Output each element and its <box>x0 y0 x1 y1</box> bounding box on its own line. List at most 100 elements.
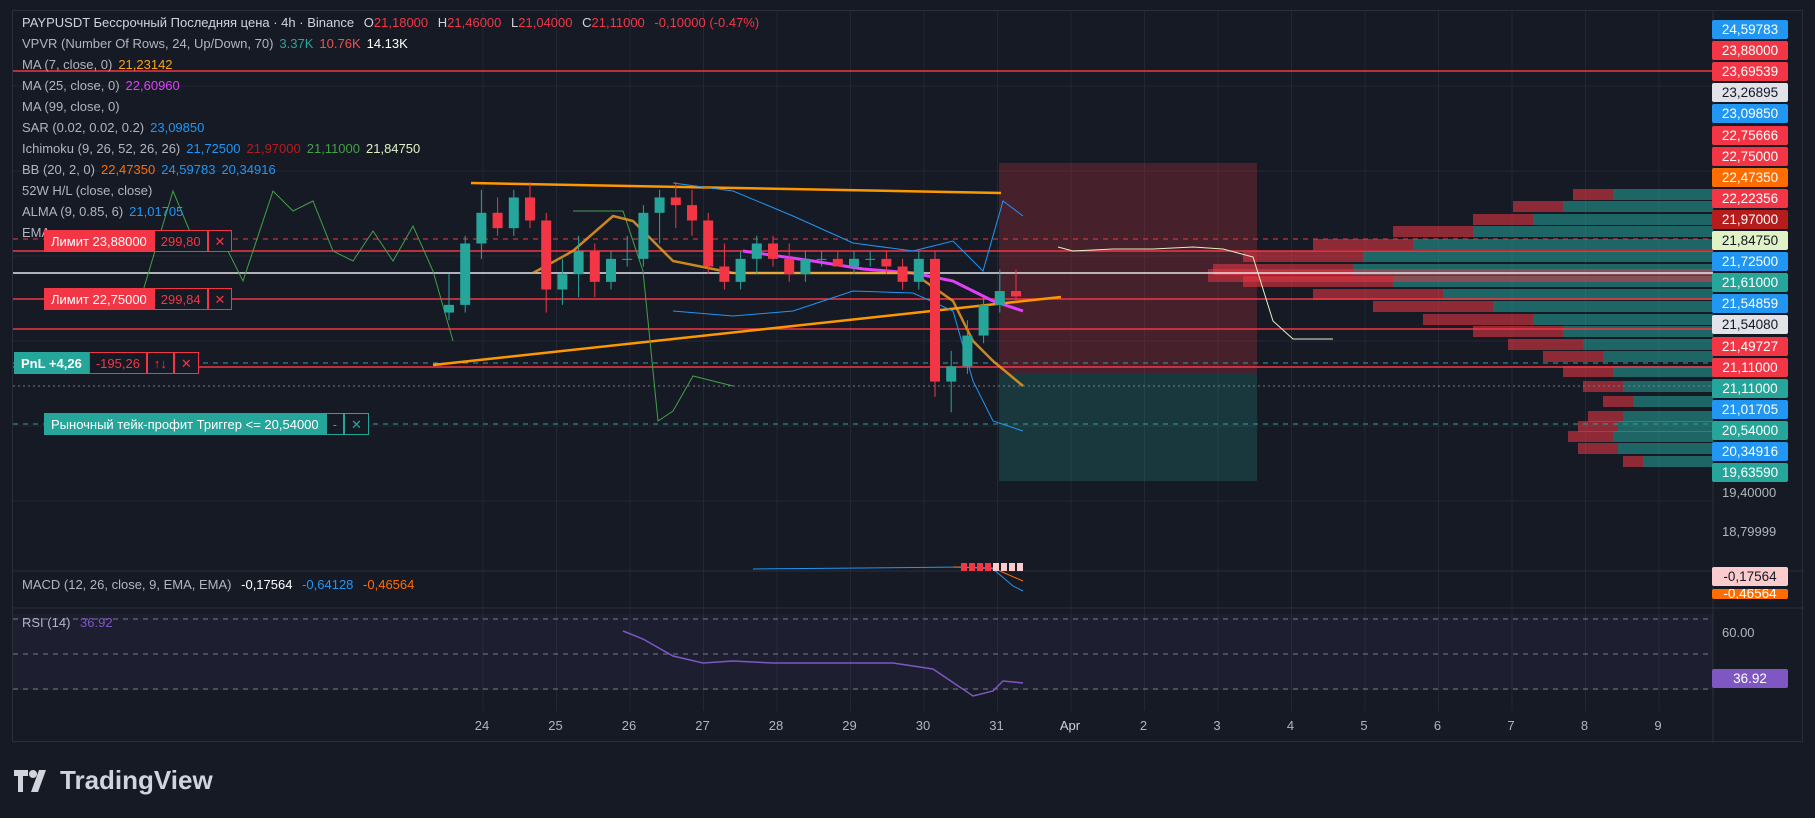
indicator-value: 21,97000 <box>246 141 301 156</box>
indicator-name: SAR (0.02, 0.02, 0.2) <box>22 120 145 135</box>
macd-histogram-bar <box>985 563 991 571</box>
candle-body <box>735 258 746 282</box>
indicator-row: VPVR (Number Of Rows, 24, Up/Down, 70) 3.… <box>22 33 426 54</box>
vp-down-bar <box>1243 251 1363 262</box>
limit-order-2[interactable]: Лимит 22,75000 299,84 ✕ <box>44 288 233 310</box>
indicator-value: 21,72500 <box>186 141 241 156</box>
limit-order-2-label[interactable]: Лимит 22,75000 <box>44 288 154 310</box>
price-tag: 19,63590 <box>1712 463 1788 483</box>
indicator-value: 14.13K <box>366 36 408 51</box>
vp-up-bar <box>1563 201 1713 212</box>
candle-body <box>800 258 811 275</box>
pnl-order[interactable]: PnL +4,26 -195,26 ↑↓ ✕ <box>14 352 199 374</box>
vp-down-bar <box>1423 314 1533 325</box>
pnl-label[interactable]: PnL +4,26 <box>14 352 89 374</box>
c-value: 21,11000 <box>591 15 645 30</box>
price-tag: 23,09850 <box>1712 104 1788 124</box>
indicator-row: MA (7, close, 0) 21,23142 <box>22 54 426 75</box>
vp-up-bar <box>1618 443 1713 454</box>
date-label: Apr <box>1059 718 1081 733</box>
indicator-name: Ichimoku (9, 26, 52, 26, 26) <box>22 141 181 156</box>
pnl-value[interactable]: -195,26 <box>88 352 147 374</box>
vp-poc-bar <box>1208 269 1713 282</box>
vp-up-bar <box>1633 396 1713 407</box>
c-label: C <box>582 15 592 30</box>
indicator-row: EMA <box>22 222 426 243</box>
date-label: 7 <box>1507 718 1515 733</box>
candle-body <box>719 266 730 282</box>
limit-order-1[interactable]: Лимит 23,88000 299,80 ✕ <box>44 230 233 252</box>
candle-body <box>606 258 616 282</box>
y-tick-1: 19,40000 <box>1722 485 1777 500</box>
vp-down-bar <box>1473 326 1563 337</box>
date-label: 29 <box>842 718 857 733</box>
vp-up-bar <box>1533 214 1713 225</box>
vp-up-bar <box>1473 226 1713 237</box>
rsi-value: 36.92 <box>80 615 113 630</box>
price-tag: 22,22356 <box>1712 188 1788 208</box>
close-icon[interactable]: ✕ <box>343 413 369 435</box>
tp-label[interactable]: Рыночный тейк-профит Триггер <= 20,54000 <box>44 413 326 435</box>
indicator-value: 23,09850 <box>150 120 205 135</box>
rsi-tag: 36.92 <box>1712 669 1788 688</box>
vp-up-bar <box>1583 339 1713 350</box>
candle-body <box>930 258 940 382</box>
tradingview-logo[interactable]: TradingView <box>14 765 213 796</box>
limit-order-1-qty[interactable]: 299,80 <box>153 230 208 252</box>
indicator-value: 21,01705 <box>129 204 184 219</box>
h-value: 21,46000 <box>447 15 502 30</box>
vp-down-bar <box>1588 411 1623 422</box>
position-zones <box>999 163 1257 481</box>
price-tag: 23,26895 <box>1712 83 1788 103</box>
limit-order-2-qty[interactable]: 299,84 <box>153 288 208 310</box>
date-label: 6 <box>1433 718 1442 733</box>
date-label: 30 <box>915 718 931 733</box>
price-chart[interactable] <box>13 11 1804 743</box>
indicator-value: 21,84750 <box>366 141 421 156</box>
macd-name: MACD (12, 26, close, 9, EMA, EMA) <box>22 577 232 592</box>
vp-down-bar <box>1313 239 1413 250</box>
chart-frame[interactable] <box>12 10 1804 743</box>
candle-body <box>670 197 681 206</box>
vp-up-bar <box>1603 351 1713 362</box>
symbol-title: PAYPUSDT Бессрочный Последняя цена · 4h … <box>22 15 355 30</box>
rsi-legend: RSI (14) 36.92 <box>22 612 119 633</box>
close-icon[interactable]: ✕ <box>173 352 199 374</box>
close-icon[interactable]: ✕ <box>207 230 233 252</box>
rsi-band <box>13 614 1713 690</box>
vp-down-bar <box>1513 201 1563 212</box>
vp-down-bar <box>1473 214 1533 225</box>
date-label: 2 <box>1139 718 1148 733</box>
indicator-name: MA (99, close, 0) <box>22 99 120 114</box>
limit-order-1-label[interactable]: Лимит 23,88000 <box>44 230 154 252</box>
ichimoku-projection <box>1057 246 1333 340</box>
candle-body <box>557 274 568 290</box>
candle-body <box>881 258 892 267</box>
candle-body <box>913 258 924 282</box>
vp-down-bar <box>1573 189 1613 200</box>
candle-body <box>978 304 989 336</box>
price-tag: 21,84750 <box>1712 231 1788 250</box>
price-tag: 23,88000 <box>1712 41 1788 61</box>
bb-upper <box>672 182 1024 272</box>
close-icon[interactable]: ✕ <box>207 288 233 310</box>
tp-dash[interactable]: - <box>325 413 344 435</box>
indicator-row: Ichimoku (9, 26, 52, 26, 26) 21,72500 21,9… <box>22 138 426 159</box>
date-label: 31 <box>989 718 1004 733</box>
reverse-icon[interactable]: ↑↓ <box>146 352 174 374</box>
bb-lower <box>672 290 1024 432</box>
price-tag: 21,49727 <box>1712 336 1788 356</box>
candle-body <box>638 212 649 259</box>
candle-body <box>849 258 859 267</box>
date-label: 24 <box>474 718 490 733</box>
tp-order[interactable]: Рыночный тейк-профит Триггер <= 20,54000… <box>44 413 369 435</box>
candle-body <box>492 212 503 229</box>
date-label: 27 <box>695 718 710 733</box>
sub-panes <box>13 563 1713 697</box>
candle-body <box>703 220 714 267</box>
date-label: 9 <box>1654 718 1662 733</box>
change-value: -0,10000 (-0.47%) <box>654 15 760 30</box>
vp-down-bar <box>1578 421 1618 432</box>
trendline-upper <box>470 181 1002 195</box>
rsi-level: 60.00 <box>1722 625 1755 640</box>
